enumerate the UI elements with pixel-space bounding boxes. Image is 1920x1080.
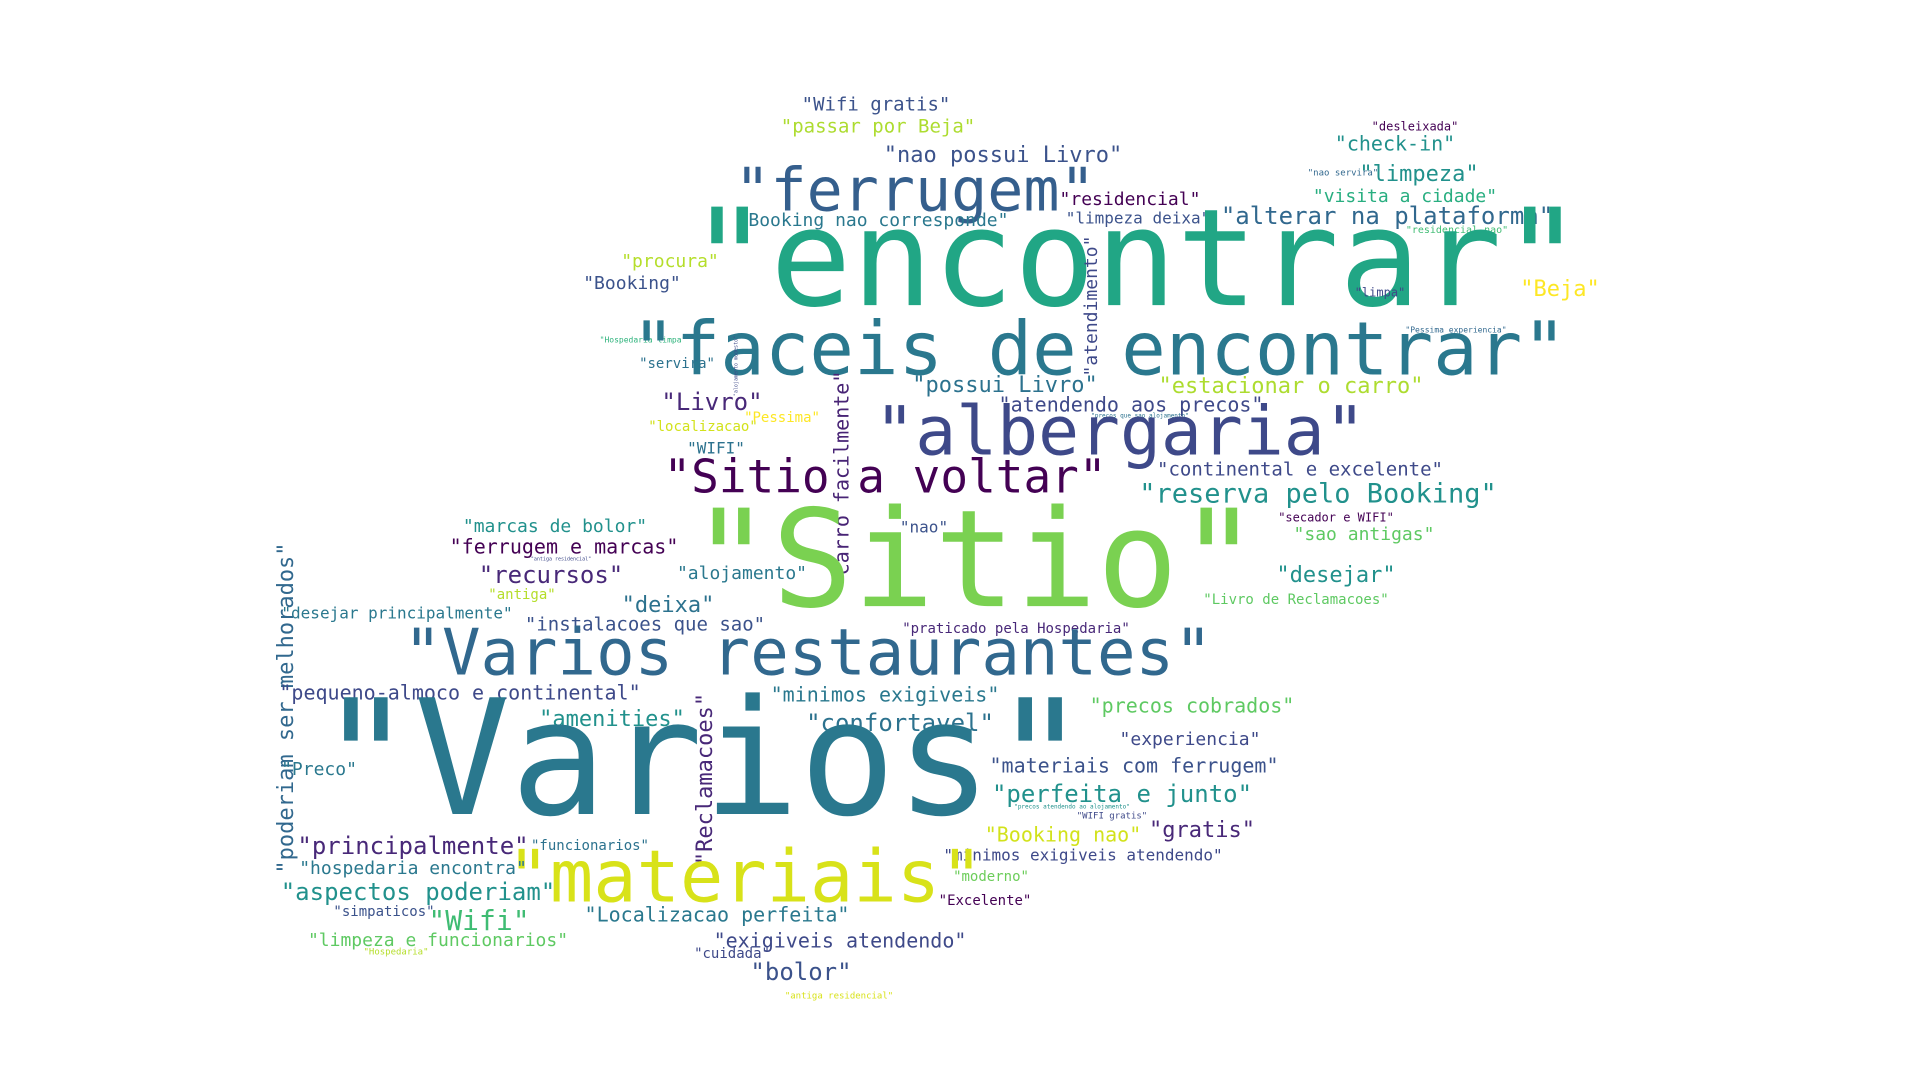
word-cloud-word: "antiga" xyxy=(488,587,555,603)
word-cloud-word: "Excelente" xyxy=(939,893,1032,909)
word-cloud-word: "desejar principalmente" xyxy=(281,604,512,623)
word-cloud-word: "check-in" xyxy=(1335,132,1455,156)
word-cloud-word: "antiga residencial" xyxy=(531,557,591,563)
word-cloud-word: "atendendo aos precos" xyxy=(999,393,1264,417)
word-cloud-word: "poderiam ser melhorados" xyxy=(274,542,299,873)
word-cloud-word: "hospedaria encontra" xyxy=(299,858,527,879)
word-cloud-word: "Hospedaria" xyxy=(363,948,428,958)
word-cloud-word: "alojamento modesto" xyxy=(734,336,740,396)
word-cloud-word: "confortavel" xyxy=(806,709,994,737)
word-cloud-word: "experiencia" xyxy=(1120,729,1261,750)
word-cloud-word: "servira" xyxy=(639,356,715,372)
word-cloud-word: "Preco" xyxy=(281,759,357,780)
word-cloud-word: "principalmente" xyxy=(297,832,528,860)
word-cloud-word: "residencial" xyxy=(1060,189,1201,210)
word-cloud-word: "Localizacao perfeita" xyxy=(585,903,850,927)
word-cloud-word: "funcionarios" xyxy=(531,838,649,854)
word-cloud-word: "Livro de Reclamacoes" xyxy=(1203,592,1388,608)
word-cloud-word: "Wifi gratis" xyxy=(802,94,951,116)
word-cloud-word: "marcas de bolor" xyxy=(463,516,647,537)
word-cloud-word: "minimos exigiveis" xyxy=(771,683,1000,707)
word-cloud-word: "WIFI gratis" xyxy=(1077,812,1147,822)
word-cloud-word: "encontrar" xyxy=(689,180,1583,337)
word-cloud-word: "visita a cidade" xyxy=(1313,186,1497,207)
word-cloud-word: "instalacoes que sao" xyxy=(525,614,765,636)
word-cloud-word: "desejar" xyxy=(1276,563,1395,588)
word-cloud-word: "nao servira" xyxy=(1308,169,1378,179)
word-cloud-word: "antiga residencial" xyxy=(785,992,893,1002)
word-cloud-word: "bolor" xyxy=(750,958,851,986)
word-cloud-word: "praticado pela Hospedaria" xyxy=(902,621,1130,637)
word-cloud-word: "Varios restaurantes" xyxy=(403,617,1212,691)
word-cloud-word: "recursos" xyxy=(479,561,624,589)
word-cloud-word: "atendimento" xyxy=(1081,236,1102,377)
word-cloud-word: "passar por Beja" xyxy=(781,116,975,138)
word-cloud-word: "nao" xyxy=(900,518,948,537)
word-cloud-word: "Wifi" xyxy=(428,904,529,937)
word-cloud-word: "Booking nao" xyxy=(985,823,1142,847)
word-cloud-word: "alterar na plataforma" xyxy=(1221,202,1553,230)
word-cloud-word: "ferrugem" xyxy=(734,156,1095,226)
word-cloud-word: "Reclamacoes" xyxy=(693,693,718,865)
word-cloud-word: "localizacao" xyxy=(648,419,758,435)
word-cloud-word: "pequeno-almoco e continental" xyxy=(279,681,640,705)
word-cloud-word: "perfeita e junto" xyxy=(992,780,1252,808)
word-cloud-word: "limpa" xyxy=(1355,286,1406,300)
word-cloud-word: "procura" xyxy=(621,251,719,272)
word-cloud-word: "precos atendendo ao alojamento" xyxy=(1014,804,1130,811)
word-cloud-word: "materiais com ferrugem" xyxy=(990,754,1279,778)
word-cloud-word: "secador e WIFI" xyxy=(1278,511,1394,525)
word-cloud-word: "Pessima experiencia" xyxy=(1405,326,1506,335)
word-cloud-word: "precos cobrados" xyxy=(1090,694,1295,718)
word-cloud-word: "exigiveis atendendo" xyxy=(714,929,967,953)
word-cloud-word: "gratis" xyxy=(1149,818,1255,843)
word-cloud-word: "Booking" xyxy=(583,273,681,294)
word-cloud-word: "ferrugem e marcas" xyxy=(450,535,679,559)
word-cloud-word: "Varios" xyxy=(318,665,1089,852)
word-cloud-word: "Pessima" xyxy=(744,410,820,426)
word-cloud-word: "albergaria" xyxy=(874,393,1365,472)
word-cloud-word: "deixa" xyxy=(622,593,715,618)
word-cloud-word: "Sitio" xyxy=(691,481,1260,638)
word-cloud-word: "materiais" xyxy=(507,835,984,919)
word-cloud-word: "nao possui Livro" xyxy=(884,143,1122,168)
word-cloud-word: "WIFI" xyxy=(687,439,745,458)
word-cloud-word: "possui Livro" xyxy=(912,373,1097,398)
word-cloud-word: "desleixada" xyxy=(1372,120,1459,134)
word-cloud-word: "Beja" xyxy=(1520,277,1599,302)
word-cloud-word: "alojamento" xyxy=(677,563,807,584)
word-cloud-word: "simpaticos" xyxy=(333,904,434,920)
word-cloud-word: "amenities" xyxy=(539,707,685,732)
word-cloud-word: "minimos exigiveis atendendo" xyxy=(943,846,1222,865)
word-cloud-word: "estacionar o carro" xyxy=(1159,374,1424,399)
word-cloud-word: "precos que sao alojamento" xyxy=(1091,413,1189,420)
word-cloud-word: "faceis de encontrar" xyxy=(631,307,1567,393)
word-cloud-word: "continental e excelente" xyxy=(1157,459,1443,481)
word-cloud-word: "Sitio a voltar" xyxy=(663,450,1106,504)
word-cloud-word: "Booking nao corresponde" xyxy=(738,210,1009,231)
word-cloud-word: "limpeza e funcionarios" xyxy=(308,930,568,951)
word-cloud-word: "limpeza" xyxy=(1359,162,1478,187)
word-cloud-word: "moderno" xyxy=(953,869,1029,885)
word-cloud-word: "Hospedaria limpa" xyxy=(600,336,687,345)
word-cloud-word: "aspectos poderiam" xyxy=(281,878,556,906)
word-cloud-word: "cuidada" xyxy=(694,946,770,962)
word-cloud-word: "carro facilmente" xyxy=(830,371,854,588)
word-cloud-word: "reserva pelo Booking" xyxy=(1139,479,1497,510)
word-cloud-word: "sao antigas" xyxy=(1294,524,1435,545)
word-cloud-word: "limpeza deixa" xyxy=(1066,209,1211,228)
word-cloud-word: "Livro" xyxy=(661,388,762,416)
word-cloud-word: "residencial nao" xyxy=(1406,225,1508,236)
